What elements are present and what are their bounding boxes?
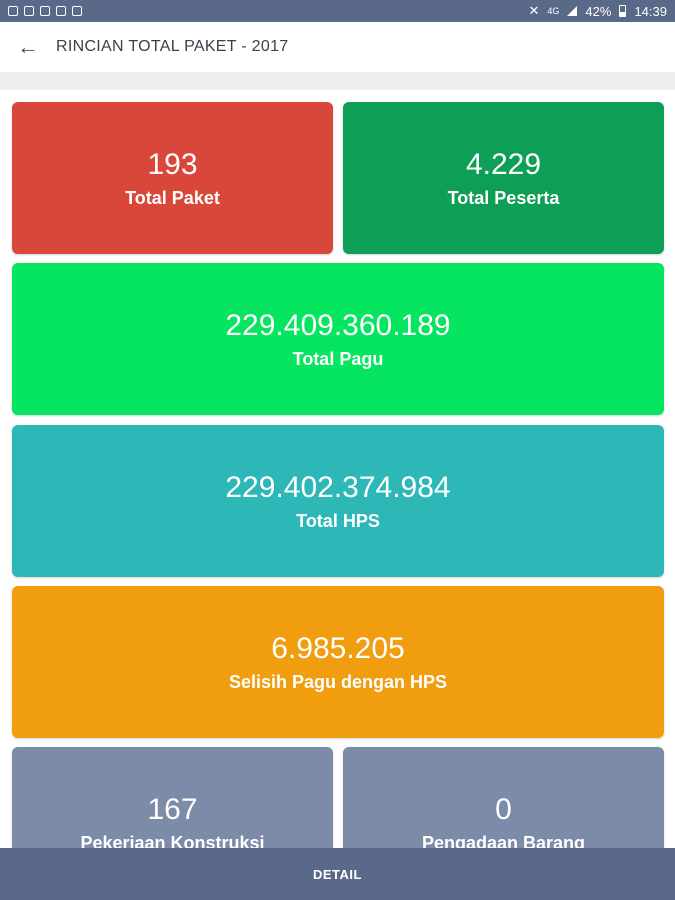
card-label: Total Pagu <box>292 349 384 369</box>
card-label: Total HPS <box>296 511 380 531</box>
card-total-paket[interactable]: 193 Total Paket <box>12 102 333 254</box>
card-total-hps[interactable]: 229.402.374.984 Total HPS <box>12 425 664 577</box>
card-value: 229.402.374.984 <box>225 471 451 504</box>
page-title: RINCIAN TOTAL PAKET - 2017 <box>56 38 289 55</box>
message-icon <box>40 6 50 16</box>
whatsapp-icon <box>8 6 18 16</box>
gallery-icon <box>24 6 34 16</box>
status-right: ✕ 4G 42% 14:39 <box>529 3 668 19</box>
bottom-bar: DETAIL <box>0 848 675 900</box>
card-label: Pekerjaan Konstruksi <box>80 833 265 848</box>
card-value: 193 <box>147 148 198 181</box>
summary-cards: 193 Total Paket 4.229 Total Peserta 229.… <box>0 90 675 848</box>
network-type: 4G <box>547 6 560 16</box>
detail-button[interactable]: DETAIL <box>313 866 362 882</box>
card-total-pagu[interactable]: 229.409.360.189 Total Pagu <box>12 263 664 415</box>
app-bar: ← RINCIAN TOTAL PAKET - 2017 <box>0 22 675 72</box>
card-label: Selisih Pagu dengan HPS <box>228 672 448 692</box>
back-button[interactable]: ← <box>0 22 56 72</box>
card-value: 167 <box>147 793 198 826</box>
card-value: 4.229 <box>465 148 542 181</box>
mail-icon <box>56 6 66 16</box>
arrow-left-icon: ← <box>17 34 39 59</box>
card-pengadaan-barang[interactable]: 0 Pengadaan Barang <box>343 747 664 848</box>
card-label: Total Peserta <box>447 188 560 208</box>
battery-percent: 42% <box>585 3 612 19</box>
card-total-peserta[interactable]: 4.229 Total Peserta <box>343 102 664 254</box>
battery-icon <box>619 5 627 17</box>
header-divider <box>0 72 675 90</box>
clock: 14:39 <box>634 3 667 19</box>
card-value: 0 <box>495 793 512 826</box>
card-value: 6.985.205 <box>271 632 405 665</box>
status-bar: ✕ 4G 42% 14:39 <box>0 0 675 22</box>
card-label: Pengadaan Barang <box>421 833 586 848</box>
notification-icons <box>8 6 82 16</box>
card-pekerjaan-konstruksi[interactable]: 167 Pekerjaan Konstruksi <box>12 747 333 848</box>
mute-icon: ✕ <box>528 3 540 18</box>
play-icon <box>72 6 82 16</box>
card-selisih[interactable]: 6.985.205 Selisih Pagu dengan HPS <box>12 586 664 738</box>
signal-icon <box>567 6 578 16</box>
card-value: 229.409.360.189 <box>225 309 451 342</box>
card-label: Total Paket <box>125 188 220 208</box>
